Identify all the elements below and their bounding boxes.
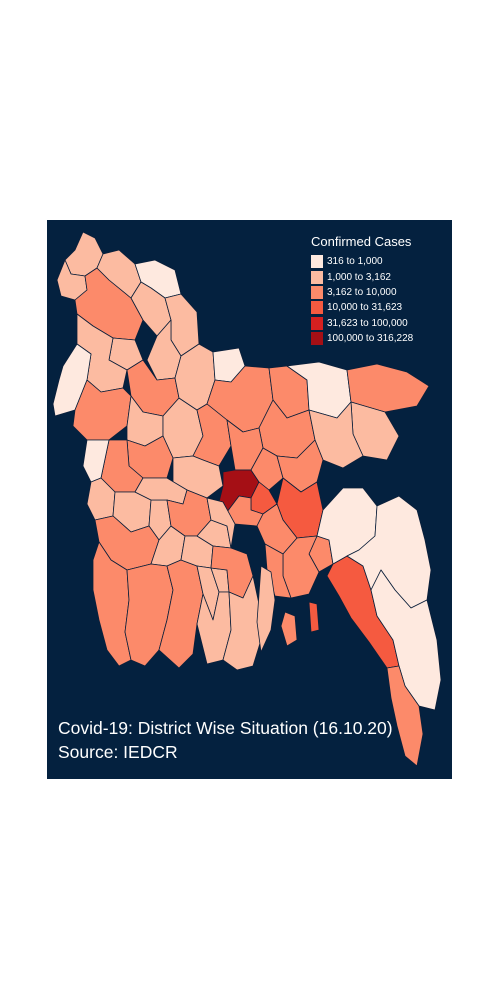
district-patuakhali[interactable] <box>222 575 262 671</box>
district-satkhira[interactable] <box>92 541 132 667</box>
legend-item-label: 31,623 to 100,000 <box>327 317 408 329</box>
caption-title: Covid-19: District Wise Situation (16.10… <box>58 718 393 738</box>
legend-item-label: 1,000 to 3,162 <box>327 271 391 283</box>
district-chapainawabganj[interactable] <box>52 343 92 417</box>
district-munshiganj[interactable] <box>226 495 264 527</box>
legend-item-label: 3,162 to 10,000 <box>327 286 397 298</box>
legend-swatch <box>311 285 323 299</box>
district-rajshahi[interactable] <box>72 379 132 441</box>
legend-swatch <box>311 332 323 346</box>
legend-item: 1,000 to 3,162 <box>311 269 413 284</box>
district-coxs-bazar[interactable] <box>386 665 424 767</box>
legend-swatch <box>311 270 323 284</box>
bangladesh-district-map <box>52 231 442 767</box>
legend-item-label: 100,000 to 316,228 <box>327 333 414 345</box>
district-bandarban[interactable] <box>370 569 442 711</box>
legend-item: 3,162 to 10,000 <box>311 285 413 300</box>
legend-swatch <box>311 255 323 269</box>
legend-item: 10,000 to 31,623 <box>311 300 413 315</box>
legend-swatch <box>311 301 323 315</box>
legend-item: 316 to 1,000 <box>311 254 413 269</box>
caption-source: Source: IEDCR <box>58 742 178 762</box>
district-layer <box>52 231 442 767</box>
legend-item-label: 316 to 1,000 <box>327 256 383 268</box>
legend-item-label: 10,000 to 31,623 <box>327 302 403 314</box>
map-legend: Confirmed Cases 316 to 1,000 1,000 to 3,… <box>311 234 413 346</box>
district-bhola[interactable] <box>256 565 276 653</box>
legend-title: Confirmed Cases <box>311 234 412 249</box>
district-sandwip-island[interactable] <box>308 601 320 633</box>
legend-item: 100,000 to 316,228 <box>311 331 413 346</box>
map-panel: Confirmed Cases 316 to 1,000 1,000 to 3,… <box>47 220 452 779</box>
map-caption: Covid-19: District Wise Situation (16.10… <box>58 716 393 764</box>
legend-swatch <box>311 316 323 330</box>
legend-item: 31,623 to 100,000 <box>311 316 413 331</box>
district-hatiya-island[interactable] <box>280 611 298 647</box>
district-shariatpur[interactable] <box>206 497 236 549</box>
